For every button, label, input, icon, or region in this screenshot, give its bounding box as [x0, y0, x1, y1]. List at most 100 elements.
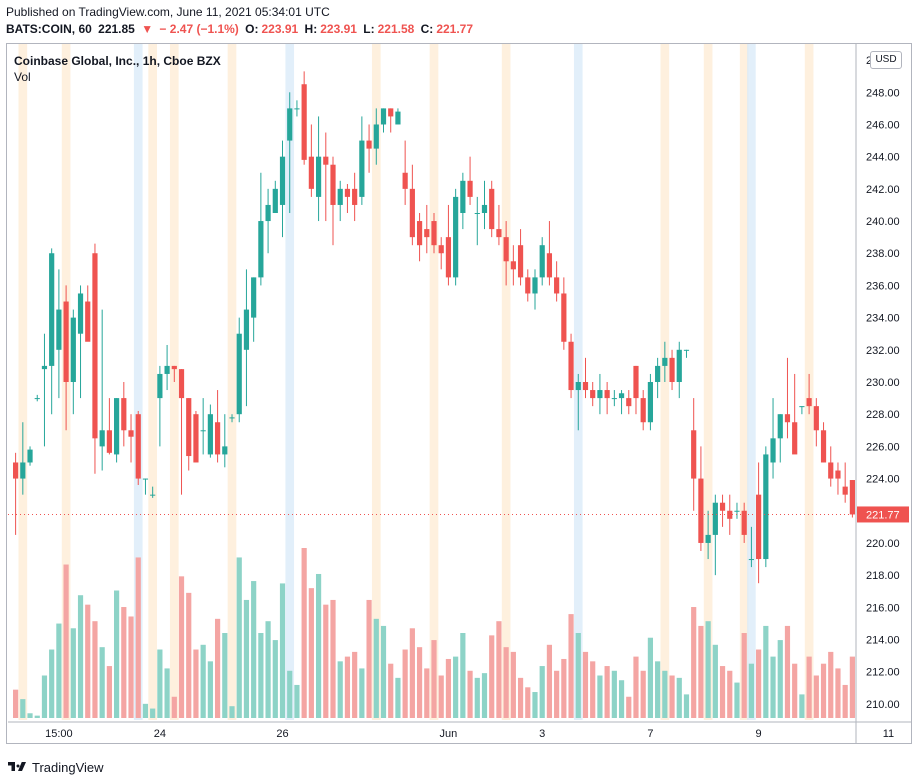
candle [121, 382, 127, 447]
y-tick-label: 228.00 [866, 409, 900, 421]
candle-body [258, 221, 264, 278]
volume-bar [77, 595, 84, 718]
candle [99, 309, 105, 471]
volume-bar [503, 647, 509, 718]
volume-bar [207, 661, 213, 718]
candle-body [561, 293, 567, 342]
candle [431, 213, 437, 254]
candle-body [402, 172, 408, 189]
candle-body [532, 277, 538, 294]
volume-bar [554, 670, 560, 718]
y-tick-label: 236.00 [866, 280, 900, 292]
x-tick-label: 7 [647, 728, 653, 740]
candle-body [315, 156, 322, 197]
candle [85, 285, 91, 342]
volume-bar [633, 656, 639, 718]
volume-bar [164, 668, 170, 718]
volume-bar [575, 633, 581, 718]
volume-bar [243, 599, 250, 718]
y-tick-label: 220.00 [866, 538, 900, 550]
candle [590, 382, 596, 407]
candle-body [669, 357, 675, 382]
y-tick-label: 234.00 [866, 313, 900, 325]
candle-body [575, 382, 581, 391]
volume-bar [532, 692, 538, 718]
volume-bar [308, 588, 314, 718]
candle-body [323, 156, 329, 165]
volume-bar [813, 675, 819, 718]
candle [828, 446, 834, 487]
last-value: 221.85 [98, 22, 135, 36]
volume-bar [279, 583, 286, 718]
volume-bar [626, 696, 632, 718]
session-band [133, 44, 143, 720]
volume-bar [287, 670, 293, 718]
candle [460, 172, 466, 230]
candle-body [236, 333, 242, 415]
volume-bar [128, 616, 134, 718]
volume-bar [236, 557, 242, 718]
candle-body [352, 188, 358, 205]
candle [243, 269, 250, 407]
volume-bar [41, 675, 48, 718]
candle-body [510, 261, 516, 270]
x-tick-label: Jun [440, 728, 458, 740]
candle-body [41, 365, 48, 370]
candle-body [611, 398, 617, 400]
candle [308, 124, 314, 197]
candle-body [142, 478, 149, 480]
candle-body [114, 398, 120, 455]
currency-badge[interactable]: USD [870, 51, 902, 69]
volume-bar [460, 633, 466, 718]
x-tick-label: 11 [883, 728, 894, 740]
candle-body [712, 502, 718, 535]
candle [496, 204, 502, 246]
candle-body [590, 390, 596, 399]
candle [517, 229, 524, 286]
candle-body [849, 480, 855, 515]
candle [330, 156, 336, 246]
candle-body [748, 559, 754, 561]
volume-bar [698, 625, 704, 718]
candle [380, 108, 387, 133]
volume-bar [27, 713, 33, 718]
candle [56, 269, 62, 399]
candle [142, 478, 149, 495]
candle [92, 243, 98, 474]
session-band [227, 44, 237, 720]
candle [164, 344, 170, 391]
chart-legend-title: Coinbase Global, Inc., 1h, Cboe BZX [14, 54, 221, 68]
candle [849, 480, 855, 518]
volume-bar [200, 644, 206, 718]
candle [777, 414, 783, 463]
volume-bar [539, 666, 545, 718]
candle [279, 140, 286, 238]
candle [214, 390, 221, 463]
candle-body [56, 309, 62, 350]
y-tick-label: 214.00 [866, 635, 900, 647]
volume-bar [85, 604, 91, 718]
volume-bar [496, 621, 502, 718]
volume-bar [756, 649, 762, 718]
candle [114, 398, 120, 463]
change-value: − 2.47 (−1.1%) [159, 22, 239, 36]
candle-body [99, 430, 105, 447]
candle [453, 188, 459, 286]
candle-body [842, 486, 848, 495]
candle-body [63, 301, 69, 382]
candle [229, 414, 235, 423]
volume-bar [568, 614, 574, 718]
candle [510, 245, 516, 286]
candle-body [683, 349, 690, 351]
candle [655, 357, 661, 399]
candle [106, 398, 112, 455]
candle [251, 277, 257, 342]
volume-bar [770, 656, 776, 718]
candle [337, 180, 343, 222]
volume-bar [517, 677, 524, 718]
volume-bar [777, 640, 783, 718]
volume-bar [467, 670, 473, 718]
candle-body [676, 349, 682, 382]
candle-body [633, 365, 639, 399]
